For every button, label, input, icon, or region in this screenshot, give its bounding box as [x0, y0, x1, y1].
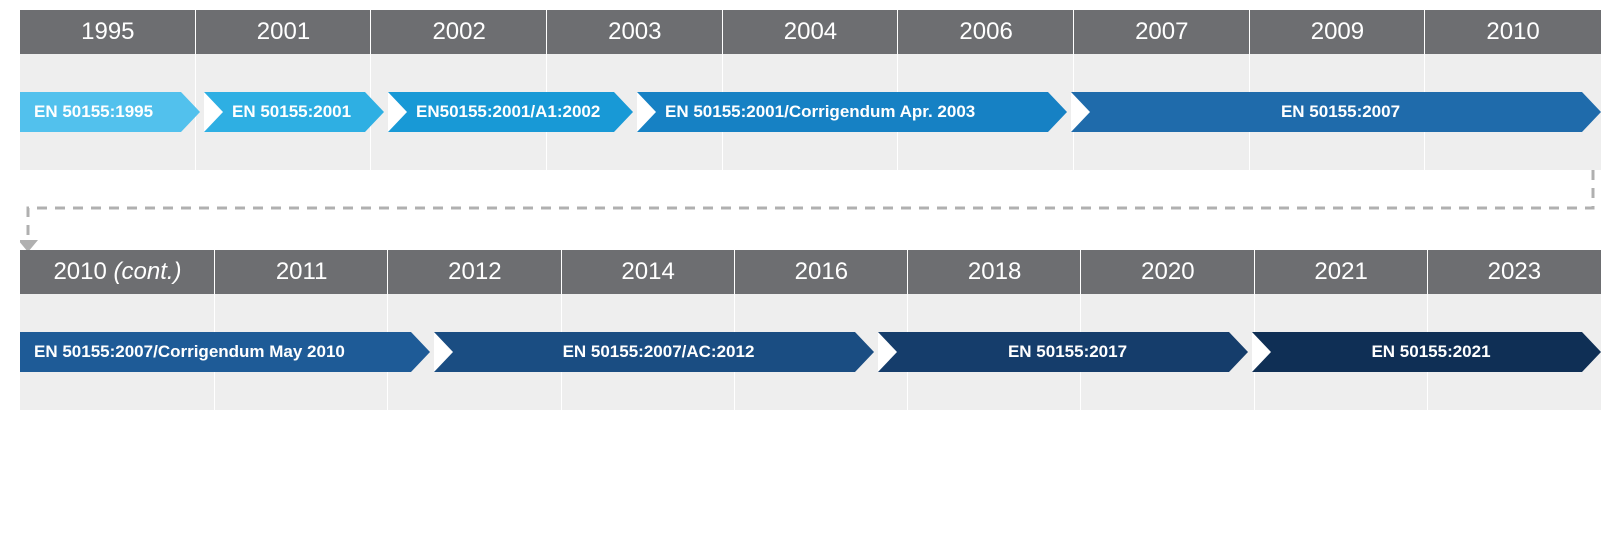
arrow-notch	[434, 332, 453, 372]
year-header: 2010 (cont.)2011201220142016201820202021…	[20, 250, 1601, 294]
chevron-right-icon	[365, 92, 384, 132]
arrow-label: EN 50155:2001/Corrigendum Apr. 2003	[637, 92, 1048, 132]
chevron-right-icon	[181, 92, 200, 132]
year-cell: 2006	[898, 10, 1074, 54]
timeline-arrow: EN 50155:1995	[20, 92, 200, 132]
chevron-right-icon	[855, 332, 874, 372]
year-cell: 2020	[1081, 250, 1254, 294]
chevron-right-icon	[1048, 92, 1067, 132]
chevron-right-icon	[1582, 332, 1601, 372]
year-cell: 2016	[735, 250, 908, 294]
arrow-label: EN50155:2001/A1:2002	[388, 92, 614, 132]
timeline-arrow: EN 50155:2001/Corrigendum Apr. 2003	[637, 92, 1067, 132]
arrow-label: EN 50155:2017	[878, 332, 1229, 372]
year-cell: 2010 (cont.)	[20, 250, 215, 294]
connector-line	[28, 170, 1593, 240]
arrow-label: EN 50155:2021	[1252, 332, 1582, 372]
chevron-right-icon	[1582, 92, 1601, 132]
arrow-notch	[204, 92, 223, 132]
year-header: 199520012002200320042006200720092010	[20, 10, 1601, 54]
row-connector	[20, 170, 1601, 250]
timeline-arrow: EN 50155:2001	[204, 92, 384, 132]
year-cell: 2018	[908, 250, 1081, 294]
timeline-arrow: EN50155:2001/A1:2002	[388, 92, 633, 132]
arrow-label: EN 50155:2007/Corrigendum May 2010	[20, 332, 411, 372]
chevron-right-icon	[411, 332, 430, 372]
year-cell: 2010	[1425, 10, 1601, 54]
year-cell: 2002	[371, 10, 547, 54]
timeline-arrow: EN 50155:2017	[878, 332, 1248, 372]
timeline-track: EN 50155:2007/Corrigendum May 2010 EN 501…	[20, 294, 1601, 410]
year-cell: 2014	[562, 250, 735, 294]
chevron-right-icon	[614, 92, 633, 132]
timeline-arrow: EN 50155:2007/Corrigendum May 2010	[20, 332, 430, 372]
timeline-track: EN 50155:1995 EN 50155:2001 EN50155:2001/A…	[20, 54, 1601, 170]
arrow-label: EN 50155:2007/AC:2012	[434, 332, 855, 372]
year-cell: 2007	[1074, 10, 1250, 54]
arrow-label: EN 50155:2007	[1071, 92, 1582, 132]
arrow-label: EN 50155:1995	[20, 92, 181, 132]
timeline-arrow: EN 50155:2007/AC:2012	[434, 332, 874, 372]
arrows-layer: EN 50155:2007/Corrigendum May 2010 EN 501…	[20, 332, 1601, 372]
chevron-right-icon	[1229, 332, 1248, 372]
arrow-notch	[1252, 332, 1271, 372]
timeline-row-row1: 199520012002200320042006200720092010 EN 5…	[20, 10, 1601, 170]
year-cell: 2021	[1255, 250, 1428, 294]
timeline-diagram: 199520012002200320042006200720092010 EN 5…	[20, 10, 1601, 410]
year-cell: 2001	[196, 10, 372, 54]
timeline-arrow: EN 50155:2007	[1071, 92, 1601, 132]
arrow-label: EN 50155:2001	[204, 92, 365, 132]
arrow-down-icon	[20, 240, 38, 250]
arrow-notch	[637, 92, 656, 132]
year-cell: 2023	[1428, 250, 1601, 294]
year-cell: 2012	[388, 250, 561, 294]
arrow-notch	[878, 332, 897, 372]
year-cell: 2003	[547, 10, 723, 54]
year-cell: 2011	[215, 250, 388, 294]
timeline-row-row2: 2010 (cont.)2011201220142016201820202021…	[20, 250, 1601, 410]
connector-svg	[20, 170, 1601, 250]
year-cell: 2004	[723, 10, 899, 54]
timeline-arrow: EN 50155:2021	[1252, 332, 1601, 372]
year-cell: 2009	[1250, 10, 1426, 54]
arrow-notch	[388, 92, 407, 132]
year-cell: 1995	[20, 10, 196, 54]
arrows-layer: EN 50155:1995 EN 50155:2001 EN50155:2001/A…	[20, 92, 1601, 132]
arrow-notch	[1071, 92, 1090, 132]
